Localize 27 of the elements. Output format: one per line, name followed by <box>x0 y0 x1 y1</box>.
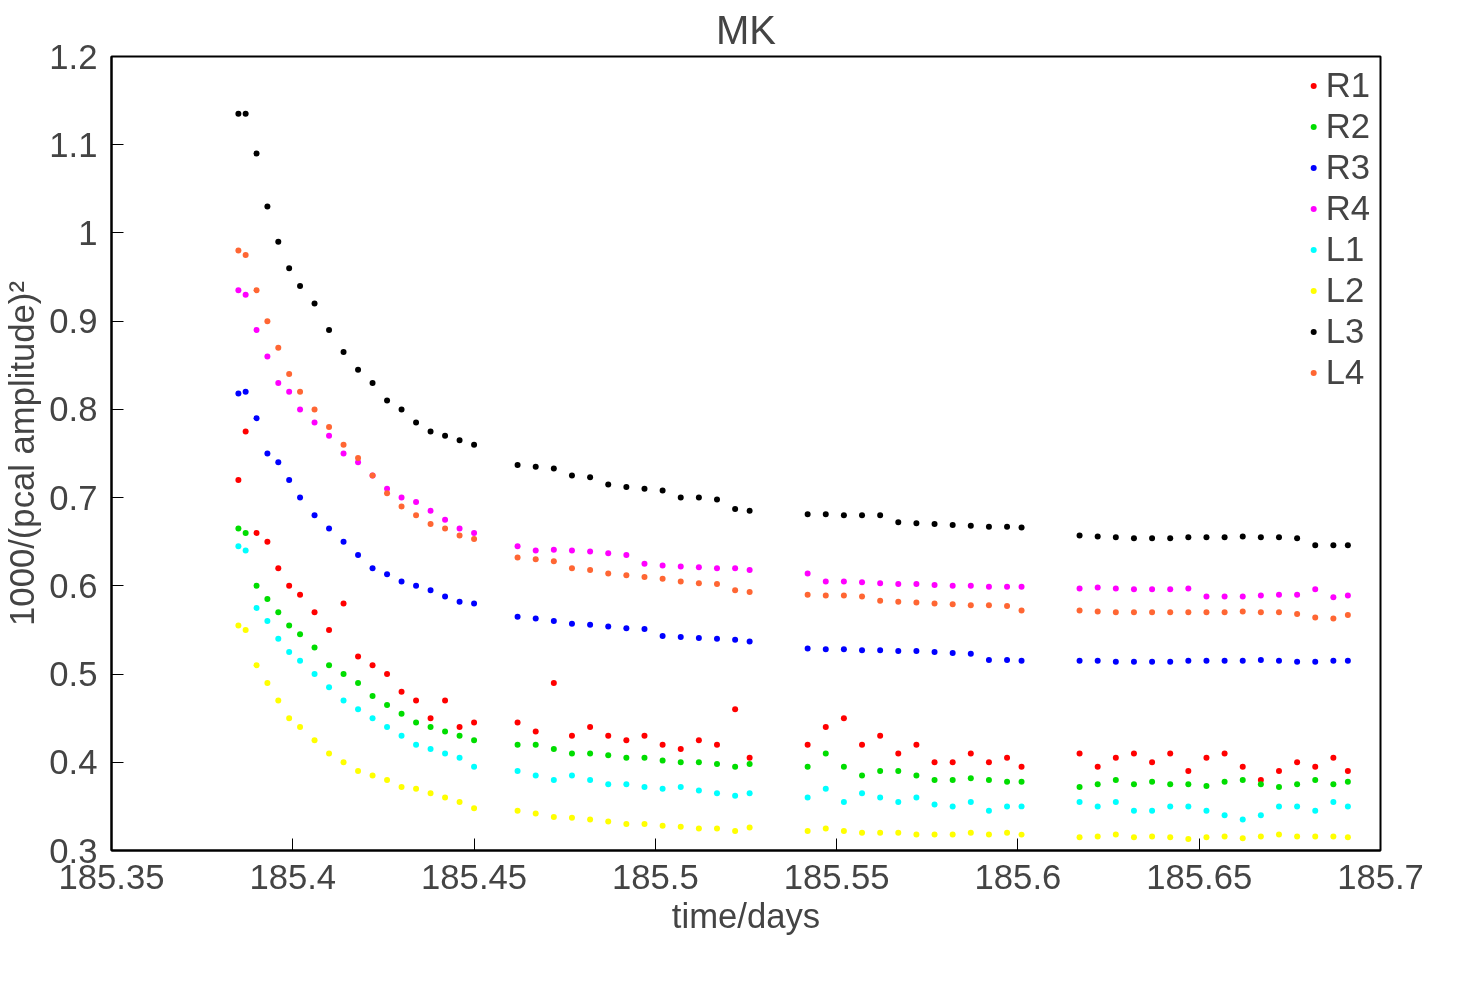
x-tick-label: 185.45 <box>421 857 528 896</box>
chart-title: MK <box>716 7 777 52</box>
x-tick-label: 185.4 <box>249 857 337 896</box>
legend-label: R3 <box>1325 148 1370 187</box>
legend-label: R4 <box>1325 189 1370 228</box>
x-tick-label: 185.5 <box>611 857 699 896</box>
legend-label: L4 <box>1325 353 1365 392</box>
x-axis-title: time/days <box>671 896 821 935</box>
legend-label: L3 <box>1325 312 1365 351</box>
y-tick-label: 0.6 <box>49 566 98 605</box>
y-tick-label: 1 <box>78 213 98 252</box>
y-tick-label: 0.9 <box>49 302 98 341</box>
y-tick-label: 0.8 <box>49 390 98 429</box>
y-tick-label: 0.4 <box>49 743 98 782</box>
y-tick-label: 0.7 <box>49 478 98 517</box>
x-tick-label: 185.65 <box>1146 857 1253 896</box>
y-axis-title: 1000/(pcal amplitude)² <box>3 281 42 626</box>
legend-label: R1 <box>1325 66 1370 105</box>
legend-label: L2 <box>1325 271 1365 310</box>
x-tick-label: 185.6 <box>974 857 1062 896</box>
y-tick-label: 1.2 <box>49 37 98 76</box>
x-tick-label: 185.55 <box>783 857 890 896</box>
legend-label: R2 <box>1325 107 1370 146</box>
y-tick-label: 1.1 <box>49 125 98 164</box>
legend-label: L1 <box>1325 230 1365 269</box>
y-tick-label: 0.5 <box>49 655 98 694</box>
x-tick-label: 185.7 <box>1337 857 1424 896</box>
